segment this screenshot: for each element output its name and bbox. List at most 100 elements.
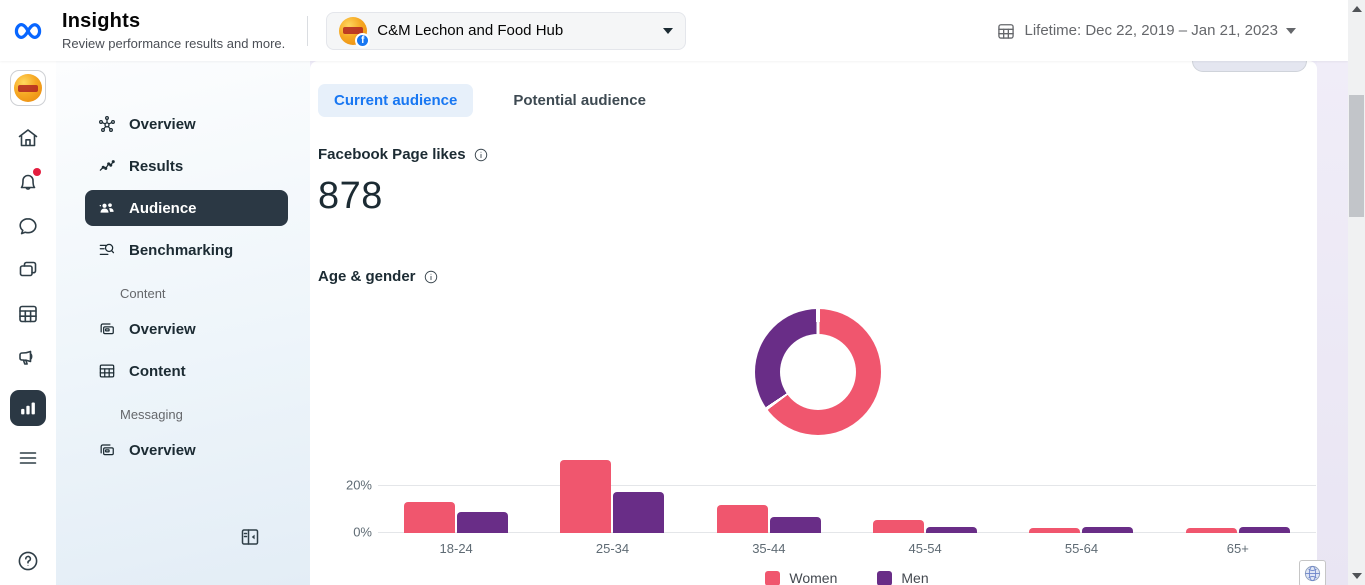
left-icon-rail [0, 61, 56, 585]
women-bar-18-24[interactable] [404, 502, 456, 533]
audience-tabs: Current audience Potential audience [318, 84, 1317, 117]
legend-label: Men [901, 570, 929, 585]
tab-potential-audience[interactable]: Potential audience [513, 92, 646, 109]
men-bar-35-44[interactable] [769, 516, 821, 533]
page-likes-label-row: Facebook Page likes [318, 146, 1317, 163]
sidebar-item-label: Overview [129, 320, 196, 338]
sidebar-item-label: Overview [129, 441, 196, 459]
x-tick-label: 18-24 [439, 541, 473, 556]
chart-legend: Women Men [378, 570, 1316, 585]
scrolled-button-partial [1192, 61, 1307, 72]
age-gender-label: Age & gender [318, 268, 416, 285]
chevron-down-icon [663, 27, 674, 34]
globe-icon [1304, 565, 1321, 582]
tab-current-audience[interactable]: Current audience [318, 84, 474, 117]
cards-icon [100, 323, 114, 335]
insights-icon[interactable] [10, 390, 46, 426]
home-icon[interactable] [16, 126, 40, 150]
page-background-strip [1317, 61, 1348, 585]
x-tick-label: 25-34 [595, 541, 630, 556]
notifications-icon[interactable] [16, 168, 41, 194]
sidebar-item-label: Audience [129, 199, 197, 217]
sidebar-item-overview[interactable]: Overview [85, 106, 288, 142]
gender-donut-chart [318, 309, 1317, 435]
men-swatch [877, 570, 893, 585]
meta-infinity-icon [14, 22, 42, 39]
facebook-badge-icon: f [355, 32, 371, 48]
ads-megaphone-icon[interactable] [16, 346, 40, 370]
women-bar-65+[interactable] [1185, 528, 1237, 533]
collapse-sidebar-button[interactable] [238, 525, 262, 549]
info-icon[interactable] [423, 269, 439, 285]
bar-plot-area: 0% 20% [346, 451, 1316, 540]
table-icon [99, 364, 115, 378]
sidebar-item-benchmarking[interactable]: Benchmarking [85, 232, 288, 268]
page-selector-dropdown[interactable]: f C&M Lechon and Food Hub [326, 11, 687, 50]
gridline-0%: 0% [353, 525, 1316, 540]
translate-globe-button[interactable] [1299, 560, 1326, 585]
insights-sidebar: Overview Results Audience Benchmarki [56, 61, 310, 585]
benchmarking-icon [99, 243, 115, 256]
x-tick-label: 65+ [1226, 541, 1249, 556]
planner-icon[interactable] [16, 302, 40, 326]
scroll-up-arrow[interactable] [1351, 6, 1362, 12]
sidebar-section-messaging: Messaging [120, 407, 183, 422]
sidebar-item-label: Overview [129, 115, 196, 133]
sidebar-item-content-overview[interactable]: Overview [85, 311, 288, 347]
overview-network-icon [99, 116, 115, 132]
page-avatar: f [339, 16, 371, 48]
legend-item-men: Men [877, 570, 929, 585]
men-bar-55-64[interactable] [1082, 527, 1134, 533]
header-divider [307, 15, 309, 46]
women-bar-35-44[interactable] [716, 504, 768, 533]
sidebar-item-label: Content [129, 362, 186, 380]
donut-hole [779, 334, 856, 410]
collapse-sidebar-icon [241, 529, 259, 545]
women-bar-45-54[interactable] [873, 520, 925, 533]
women-bar-25-34[interactable] [560, 460, 612, 533]
bar-group-18-24 [378, 451, 534, 533]
notification-badge [33, 168, 41, 176]
donut-ring [754, 309, 881, 435]
age-gender-bar-chart: 0% 20% 18-24 25-34 35-44 45-54 55-64 65+ Women… [346, 451, 1316, 585]
men-bar-18-24[interactable] [457, 511, 509, 533]
legend-item-women: Women [765, 570, 837, 585]
sidebar-item-label: Benchmarking [129, 241, 234, 259]
gridline-20%: 20% [346, 478, 1316, 493]
help-icon[interactable] [16, 549, 40, 573]
sidebar-item-audience[interactable]: Audience [85, 190, 288, 226]
inbox-chat-icon[interactable] [16, 214, 40, 238]
meta-logo[interactable] [0, 19, 56, 43]
women-bar-55-64[interactable] [1029, 527, 1081, 533]
men-bar-65+[interactable] [1238, 527, 1290, 533]
chevron-down-icon [1286, 27, 1296, 34]
bar-group-35-44 [691, 451, 847, 533]
sidebar-item-content[interactable]: Content [85, 353, 288, 389]
bar-groups [378, 451, 1316, 533]
audience-panel: Current audience Potential audience Face… [310, 61, 1317, 585]
men-bar-45-54[interactable] [926, 527, 978, 533]
content-posts-icon[interactable] [16, 258, 40, 282]
all-tools-icon[interactable] [16, 446, 40, 470]
page-subtitle: Review performance results and more. [62, 36, 286, 51]
bar-group-25-34 [534, 451, 690, 533]
sidebar-item-messaging-overview[interactable]: Overview [85, 432, 288, 468]
scrollbar-thumb[interactable] [1349, 95, 1364, 217]
sidebar-item-results[interactable]: Results [85, 148, 288, 184]
scroll-down-arrow[interactable] [1351, 573, 1362, 579]
info-icon[interactable] [473, 147, 489, 163]
sidebar-section-content: Content [120, 286, 166, 301]
date-range-selector[interactable]: Lifetime: Dec 22, 2019 – Jan 21, 2023 [996, 21, 1296, 41]
bar-group-55-64 [1003, 451, 1159, 533]
legend-label: Women [789, 570, 838, 585]
bar-group-65+ [1160, 451, 1316, 533]
audience-people-icon [99, 203, 114, 213]
vertical-scrollbar[interactable] [1348, 0, 1365, 585]
page-likes-value: 878 [318, 175, 383, 217]
bar-group-45-54 [847, 451, 1003, 533]
y-tick-label: 0% [353, 524, 372, 540]
men-bar-25-34[interactable] [613, 491, 665, 533]
business-avatar[interactable] [10, 70, 46, 106]
x-tick-label: 35-44 [752, 541, 786, 556]
calendar-icon [998, 23, 1015, 39]
